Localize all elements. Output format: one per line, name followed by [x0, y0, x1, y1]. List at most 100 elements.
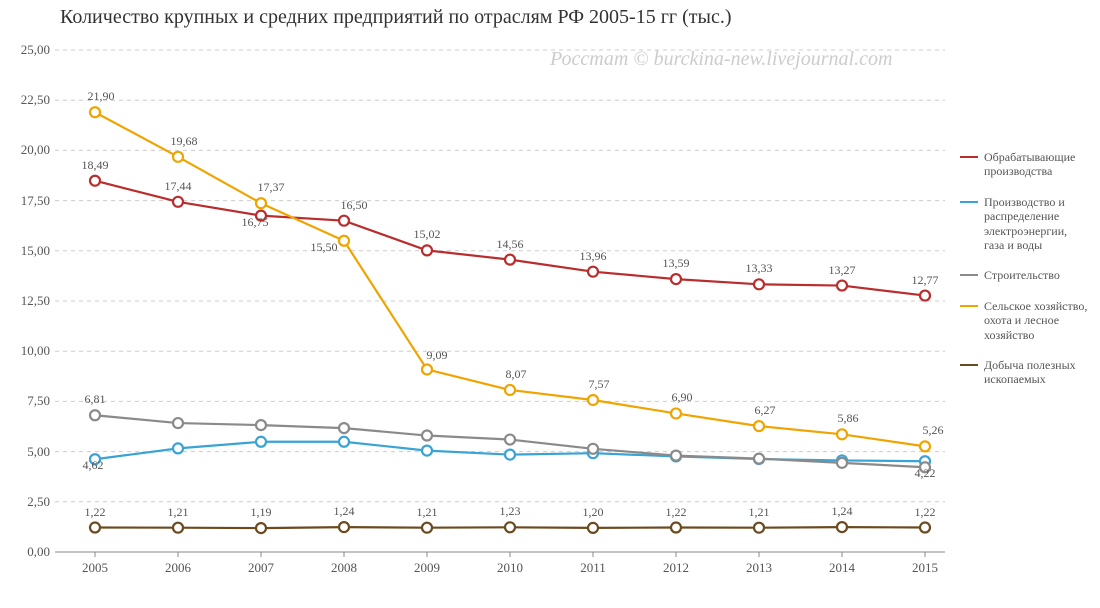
series-marker-construction: [754, 454, 764, 464]
legend-item-construction: Строительство: [960, 268, 1090, 282]
series-marker-mining: [173, 523, 183, 533]
chart-container: Количество крупных и средних предприятий…: [0, 0, 1100, 608]
series-marker-mining: [339, 522, 349, 532]
data-label-manufacturing: 15,02: [414, 227, 441, 242]
series-marker-energy: [505, 450, 515, 460]
legend-swatch-manufacturing: [960, 156, 978, 158]
series-line-agriculture: [95, 112, 925, 446]
series-marker-agriculture: [671, 408, 681, 418]
x-tick-label: 2010: [497, 560, 523, 576]
series-marker-manufacturing: [173, 197, 183, 207]
x-tick-label: 2009: [414, 560, 440, 576]
data-label-mining: 1,24: [334, 504, 355, 519]
data-label-manufacturing: 16,50: [341, 198, 368, 213]
series-marker-construction: [588, 444, 598, 454]
series-marker-mining: [671, 523, 681, 533]
data-label-agriculture: 5,86: [838, 411, 859, 426]
legend-label-energy: Производство и распределение электроэнер…: [984, 195, 1090, 253]
data-label-manufacturing: 13,96: [580, 249, 607, 264]
series-marker-manufacturing: [754, 279, 764, 289]
data-label-manufacturing: 13,27: [829, 263, 856, 278]
data-label-mining: 1,22: [666, 505, 687, 520]
y-tick-label: 20,00: [10, 142, 50, 158]
series-marker-mining: [588, 523, 598, 533]
x-tick-label: 2015: [912, 560, 938, 576]
y-tick-label: 2,50: [10, 494, 50, 510]
series-marker-construction: [90, 410, 100, 420]
series-marker-agriculture: [837, 429, 847, 439]
y-tick-label: 17,50: [10, 193, 50, 209]
x-tick-label: 2007: [248, 560, 274, 576]
data-label-manufacturing: 16,75: [242, 215, 269, 230]
legend-label-construction: Строительство: [984, 268, 1090, 282]
data-label-manufacturing: 17,44: [165, 179, 192, 194]
data-label-mining: 1,20: [583, 505, 604, 520]
series-marker-agriculture: [588, 395, 598, 405]
series-marker-construction: [173, 418, 183, 428]
series-marker-energy: [422, 446, 432, 456]
legend-swatch-agriculture: [960, 305, 978, 307]
series-marker-agriculture: [920, 441, 930, 451]
series-marker-manufacturing: [339, 216, 349, 226]
x-tick-label: 2005: [82, 560, 108, 576]
series-marker-mining: [837, 522, 847, 532]
y-tick-label: 10,00: [10, 343, 50, 359]
series-marker-manufacturing: [837, 281, 847, 291]
data-label-construction: 4,22: [915, 466, 936, 481]
series-marker-energy: [256, 437, 266, 447]
series-marker-mining: [920, 523, 930, 533]
x-tick-label: 2006: [165, 560, 191, 576]
series-marker-construction: [671, 451, 681, 461]
series-marker-manufacturing: [505, 255, 515, 265]
data-label-mining: 1,21: [168, 505, 189, 520]
data-label-manufacturing: 18,49: [82, 158, 109, 173]
series-marker-mining: [754, 523, 764, 533]
data-label-mining: 1,21: [749, 505, 770, 520]
legend-item-mining: Добыча полезных ископаемых: [960, 358, 1090, 387]
data-label-manufacturing: 12,77: [912, 273, 939, 288]
series-marker-mining: [422, 523, 432, 533]
series-marker-agriculture: [256, 198, 266, 208]
legend-item-manufacturing: Обрабатывающие производства: [960, 150, 1090, 179]
x-tick-label: 2014: [829, 560, 855, 576]
series-marker-energy: [339, 437, 349, 447]
x-tick-label: 2011: [580, 560, 606, 576]
y-tick-label: 0,00: [10, 544, 50, 560]
data-label-manufacturing: 13,59: [663, 256, 690, 271]
legend-item-agriculture: Сельское хозяйство, охота и лесное хозяй…: [960, 299, 1090, 342]
data-label-construction: 6,81: [85, 392, 106, 407]
y-tick-label: 25,00: [10, 42, 50, 58]
series-marker-construction: [505, 435, 515, 445]
data-label-agriculture: 15,50: [311, 240, 338, 255]
series-marker-manufacturing: [422, 245, 432, 255]
x-tick-label: 2012: [663, 560, 689, 576]
series-marker-manufacturing: [588, 267, 598, 277]
series-marker-construction: [422, 431, 432, 441]
data-label-mining: 1,24: [832, 504, 853, 519]
series-marker-agriculture: [754, 421, 764, 431]
y-tick-label: 5,00: [10, 444, 50, 460]
y-tick-label: 7,50: [10, 393, 50, 409]
legend-swatch-energy: [960, 201, 978, 203]
series-marker-manufacturing: [90, 176, 100, 186]
data-label-mining: 1,22: [915, 505, 936, 520]
chart-title: Количество крупных и средних предприятий…: [60, 6, 731, 29]
data-label-mining: 1,19: [251, 505, 272, 520]
y-tick-label: 22,50: [10, 92, 50, 108]
series-marker-construction: [837, 458, 847, 468]
data-label-agriculture: 19,68: [171, 134, 198, 149]
series-marker-agriculture: [505, 385, 515, 395]
series-marker-agriculture: [173, 152, 183, 162]
data-label-agriculture: 7,57: [589, 377, 610, 392]
data-label-agriculture: 17,37: [258, 180, 285, 195]
data-label-agriculture: 8,07: [506, 367, 527, 382]
data-label-agriculture: 21,90: [88, 89, 115, 104]
legend-item-energy: Производство и распределение электроэнер…: [960, 195, 1090, 253]
plot-svg: [55, 40, 945, 580]
series-marker-agriculture: [339, 236, 349, 246]
series-marker-energy: [173, 443, 183, 453]
legend-label-manufacturing: Обрабатывающие производства: [984, 150, 1090, 179]
y-tick-label: 12,50: [10, 293, 50, 309]
x-tick-label: 2013: [746, 560, 772, 576]
data-label-agriculture: 9,09: [427, 348, 448, 363]
